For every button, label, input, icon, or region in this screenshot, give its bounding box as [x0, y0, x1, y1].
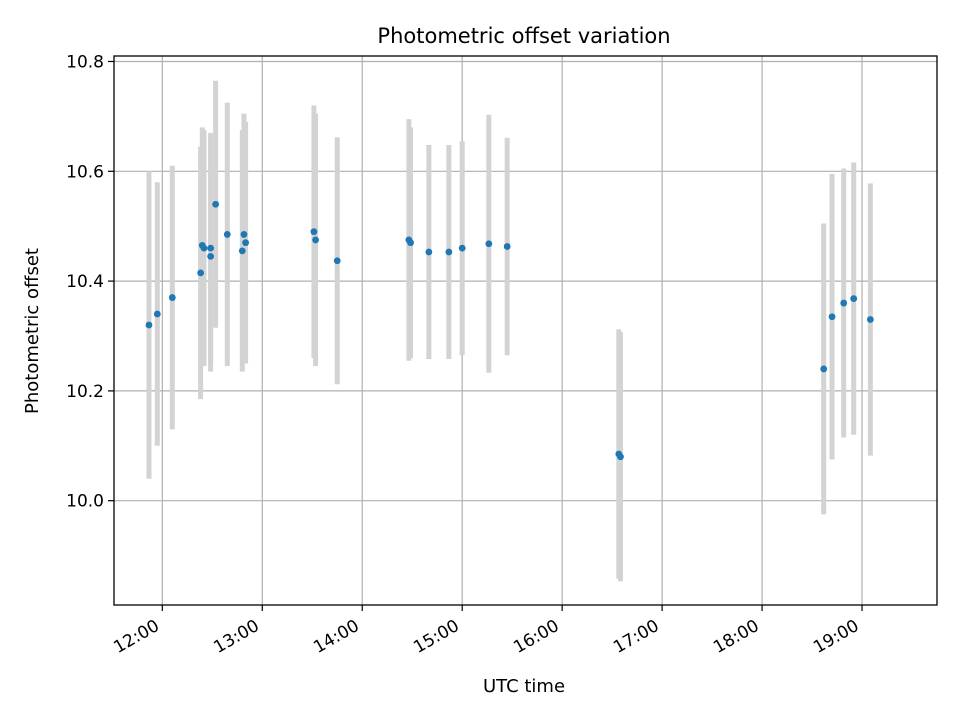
y-tick-label: 10.2: [66, 382, 104, 402]
data-point: [407, 239, 414, 247]
plot-frame: [113, 55, 938, 606]
data-point: [840, 299, 848, 307]
x-tick-label: 13:00: [210, 616, 262, 658]
data-point: [197, 269, 205, 277]
data-point: [333, 257, 341, 265]
x-tick-label: 19:00: [810, 616, 862, 658]
x-tick-label: 15:00: [410, 616, 462, 658]
data-point: [866, 316, 874, 323]
x-axis-label: UTC time: [483, 676, 565, 697]
data-point: [207, 252, 215, 260]
y-tick-label: 10.8: [66, 52, 104, 72]
data-point: [223, 231, 231, 238]
y-tick-label: 10.4: [66, 272, 104, 292]
x-tick-label: 12:00: [110, 616, 162, 658]
y-tick-label: 10.0: [66, 492, 104, 512]
chart-title: Photometric offset variation: [377, 24, 670, 48]
data-point: [425, 248, 433, 256]
data-point: [240, 231, 248, 238]
data-point: [850, 295, 858, 303]
plot-background: [114, 56, 937, 605]
point-layer: [145, 200, 874, 461]
data-point: [503, 243, 511, 250]
x-tick-label: 17:00: [610, 616, 662, 658]
data-point: [312, 236, 319, 244]
data-point: [168, 294, 176, 301]
data-point: [242, 239, 250, 247]
x-tick-label: 18:00: [710, 616, 762, 658]
x-tick-label: 14:00: [310, 616, 362, 658]
data-point: [212, 200, 220, 208]
data-point: [828, 313, 836, 321]
axis-layer: [113, 55, 938, 606]
data-point: [145, 321, 153, 329]
data-point: [485, 240, 493, 248]
x-tick-label: 16:00: [510, 616, 562, 658]
data-point: [445, 248, 453, 256]
data-point: [310, 228, 318, 236]
data-point: [207, 244, 215, 252]
y-axis-label: Photometric offset: [22, 248, 43, 414]
data-point: [200, 244, 208, 252]
data-point: [238, 247, 246, 255]
data-point: [820, 365, 828, 373]
data-point: [458, 244, 466, 252]
data-point: [153, 310, 161, 318]
data-point: [617, 453, 624, 461]
y-tick-label: 10.6: [66, 162, 104, 182]
grid-layer: [114, 56, 937, 605]
